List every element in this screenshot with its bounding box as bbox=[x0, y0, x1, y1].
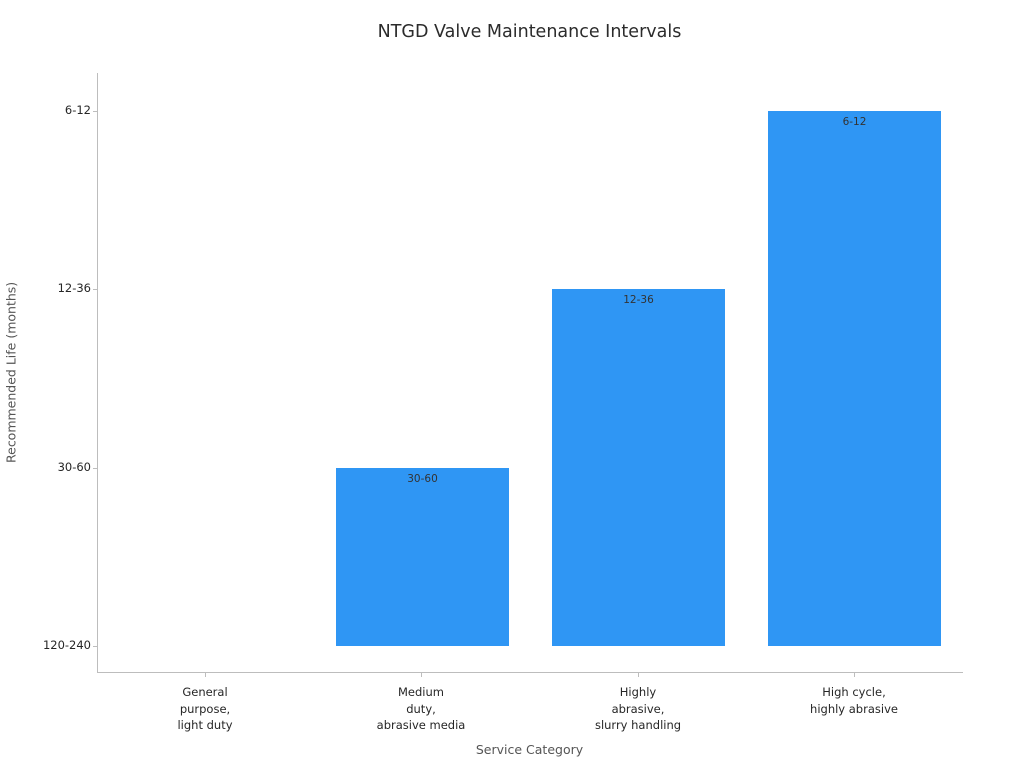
x-tick-label: Highly abrasive, slurry handling bbox=[594, 685, 682, 732]
bar-2: 12-36 bbox=[552, 289, 725, 646]
y-tick-label: 120-240 bbox=[42, 638, 91, 652]
y-tick-label: 6-12 bbox=[64, 103, 91, 117]
y-tick-label: 30-60 bbox=[57, 460, 91, 474]
plot-area: 30-60 12-36 6-12 bbox=[97, 73, 963, 673]
y-tick-label: 12-36 bbox=[57, 281, 91, 295]
bar-value-label: 12-36 bbox=[623, 294, 654, 306]
x-tick-mark bbox=[638, 673, 639, 677]
y-axis-label: Recommended Life (months) bbox=[3, 281, 19, 464]
bar-value-label: 6-12 bbox=[842, 116, 867, 128]
chart-title: NTGD Valve Maintenance Intervals bbox=[377, 22, 682, 42]
x-tick-mark bbox=[205, 673, 206, 677]
y-tick-mark bbox=[93, 646, 97, 647]
x-tick-mark bbox=[854, 673, 855, 677]
y-tick-mark bbox=[93, 468, 97, 469]
x-axis-label: Service Category bbox=[475, 742, 584, 757]
bar-1: 30-60 bbox=[336, 468, 509, 646]
x-tick-label: General purpose, light duty bbox=[177, 685, 233, 732]
x-tick-label: Medium duty, abrasive media bbox=[376, 685, 466, 732]
y-tick-mark bbox=[93, 111, 97, 112]
bar-value-label: 30-60 bbox=[407, 473, 438, 485]
x-tick-mark bbox=[421, 673, 422, 677]
x-tick-label: High cycle, highly abrasive bbox=[810, 685, 898, 716]
bar-3: 6-12 bbox=[768, 111, 941, 646]
y-tick-mark bbox=[93, 289, 97, 290]
